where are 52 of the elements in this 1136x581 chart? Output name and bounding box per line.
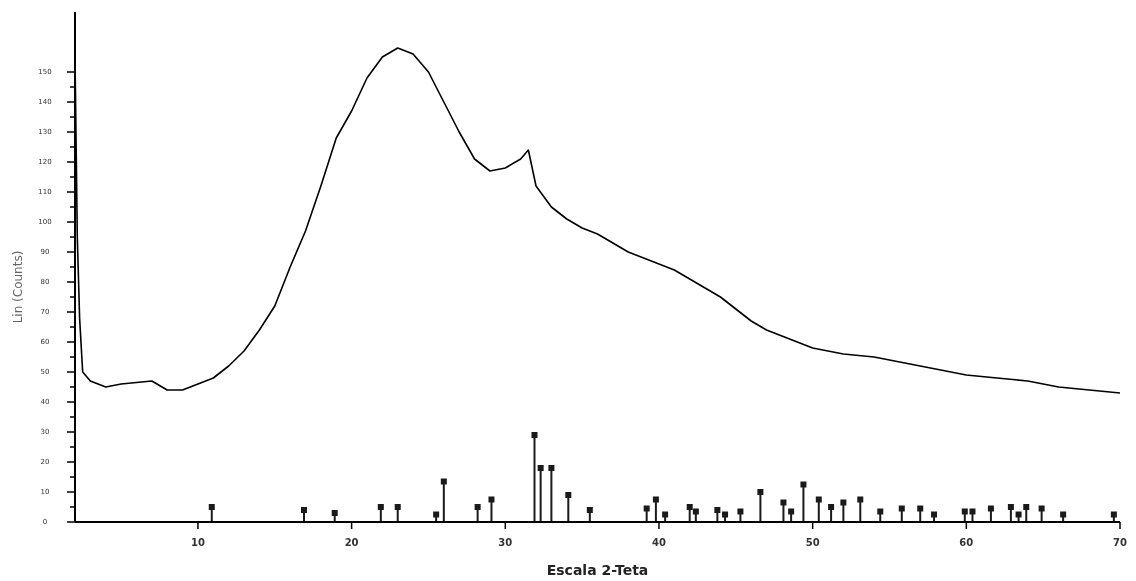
point <box>662 511 669 518</box>
x-tick-label: 50 <box>805 537 820 548</box>
point <box>474 504 481 510</box>
point <box>208 504 215 510</box>
point <box>788 508 795 515</box>
point <box>586 507 593 513</box>
point <box>828 504 835 510</box>
point <box>686 504 693 510</box>
point <box>969 508 976 515</box>
point <box>537 465 544 471</box>
x-tick-label: 20 <box>344 537 359 548</box>
point <box>531 432 538 438</box>
y-axis-title: Lin (Counts) <box>11 250 25 324</box>
point <box>987 505 994 512</box>
x-tick-label: 10 <box>190 537 205 548</box>
point <box>1007 504 1014 510</box>
point <box>757 489 764 495</box>
point <box>440 478 447 485</box>
x-axis-title: Escala 2-Teta <box>546 562 649 578</box>
point <box>331 510 338 516</box>
point <box>1023 504 1030 510</box>
point <box>840 499 847 506</box>
x-tick-label: 30 <box>498 537 513 548</box>
point <box>692 508 699 515</box>
point <box>898 505 905 512</box>
point <box>652 496 659 503</box>
x-tick-label: 40 <box>652 537 666 548</box>
point <box>780 499 787 506</box>
point <box>433 511 440 518</box>
x-tick-label: 60 <box>959 537 974 548</box>
point <box>815 496 822 503</box>
point <box>488 496 495 503</box>
point <box>1015 511 1022 518</box>
point <box>394 504 401 510</box>
point <box>857 496 864 503</box>
point <box>714 507 721 513</box>
point <box>643 505 650 512</box>
x-tick-label: 70 <box>1113 537 1127 548</box>
point <box>931 511 938 518</box>
point <box>917 505 924 512</box>
point <box>800 481 807 488</box>
point <box>961 508 968 515</box>
point <box>377 504 384 510</box>
point <box>737 508 744 515</box>
point <box>565 492 572 498</box>
point <box>548 465 555 471</box>
point <box>722 511 729 518</box>
point <box>300 507 307 513</box>
point <box>877 508 884 515</box>
point <box>1038 505 1045 512</box>
point <box>1060 511 1067 518</box>
point <box>1110 511 1117 518</box>
